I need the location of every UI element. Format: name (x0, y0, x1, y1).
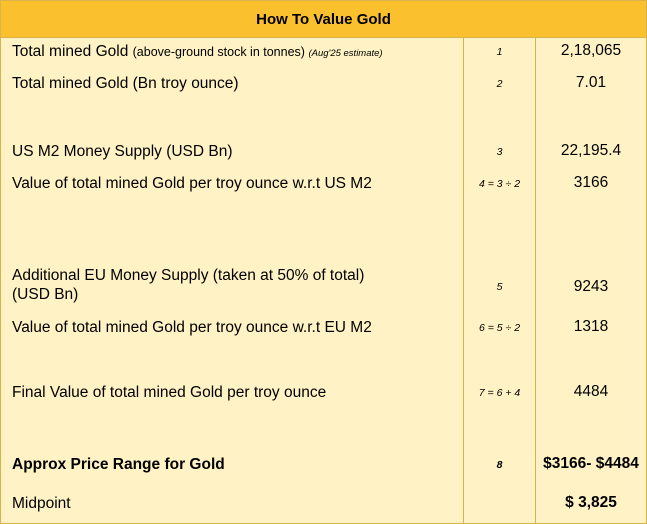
row-note-italic: (Aug'25 estimate) (308, 48, 383, 59)
row-value: 4484 (573, 383, 609, 400)
row-value: 22,195.4 (560, 142, 622, 159)
row-label: Approx Price Range for Gold (12, 456, 225, 473)
row-value: 7.01 (575, 74, 607, 91)
row-label: Additional EU Money Supply (taken at 50%… (12, 266, 457, 305)
row-label: Value of total mined Gold per troy ounce… (12, 175, 372, 192)
row-index: 7 = 6 + 4 (478, 387, 521, 399)
row-value: $ 3,825 (565, 494, 617, 511)
row-index: 1 (496, 46, 503, 58)
row-label: US M2 Money Supply (USD Bn) (12, 143, 233, 160)
row-label: Final Value of total mined Gold per troy… (12, 384, 327, 401)
row-index: 2 (496, 78, 503, 90)
row-value: 9243 (573, 278, 609, 295)
column-divider-index (463, 38, 464, 523)
row-index: 3 (496, 146, 503, 158)
row-label: Value of total mined Gold per troy ounce… (12, 319, 372, 336)
column-divider-value (535, 38, 536, 523)
row-index: 4 = 3 ÷ 2 (478, 178, 521, 190)
table-title: How To Value Gold (1, 1, 646, 38)
row-label-line2: (USD Bn) (12, 286, 79, 304)
row-index: 8 (496, 459, 503, 471)
row-value: 1318 (573, 318, 609, 335)
row-label: Total mined Gold (Bn troy ounce) (12, 75, 239, 92)
row-value: 3166 (573, 174, 609, 191)
row-value: $3166- $4484 (543, 455, 639, 472)
row-label: Midpoint (12, 495, 71, 512)
row-value: 2,18,065 (560, 42, 622, 59)
row-label: Total mined Gold (above-ground stock in … (12, 43, 383, 60)
row-index: 5 (496, 281, 503, 293)
row-index: 6 = 5 ÷ 2 (478, 322, 521, 334)
row-note: (above-ground stock in tonnes) (Aug'25 e… (132, 45, 383, 59)
